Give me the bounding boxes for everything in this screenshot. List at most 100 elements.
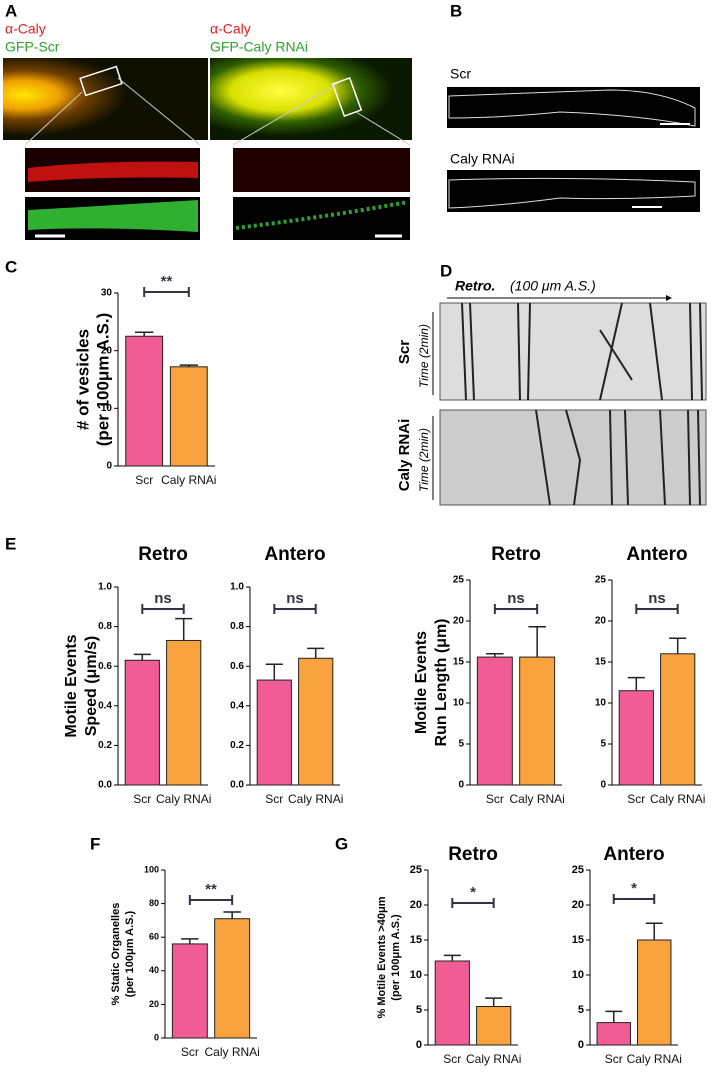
y-tick-label: 5 [600,739,606,750]
error-bar [223,911,241,919]
x-tick-label: Scr [133,792,152,806]
y-tick-label: 0.8 [98,621,112,632]
y-tick-label: 0 [578,1039,584,1051]
bar [519,656,556,786]
panel-letter: B [450,1,462,20]
y-axis-label: # of vesicles [73,329,92,430]
kymograph-track [461,302,703,401]
y-axis-label: % Static Organelles [110,903,122,1006]
y-axis-label: Motile Events [63,634,80,737]
y-tick-label: 25 [595,575,607,586]
x-tick-label: Caly RNAi [161,473,217,487]
neurite [235,200,409,230]
y-tick-label: 10 [410,969,422,981]
y-axis-label: % Motile Events >40μm [376,896,388,1018]
bar [214,918,251,1039]
panel-letter: C [5,257,17,276]
y-tick-label: 0.0 [98,780,112,791]
y-tick-label: 30 [101,288,113,299]
bar [618,690,654,786]
neurite [28,200,198,232]
y-tick-label: 5 [416,1004,422,1016]
stain-label: α-Caly [5,21,46,37]
y-tick-label: 25 [453,575,465,586]
time-label: Time (2min) [417,324,431,388]
significance-label: ns [648,590,666,607]
error-bar [307,647,325,659]
bar [298,657,334,786]
chart-title: Antero [264,544,325,565]
condition-label: Scr [396,340,413,364]
arrowhead [666,295,672,301]
y-tick-label: 0.4 [230,700,244,711]
error-bar [181,938,199,944]
error-bar [669,637,687,654]
zoom-box [79,65,123,97]
bar [476,656,513,786]
y-tick-label: 0 [416,1039,422,1051]
y-tick-label: 0.4 [98,700,112,711]
x-tick-label: Caly RNAi [156,792,212,806]
y-tick-label: 0.2 [98,740,112,751]
kymograph [439,302,707,401]
stain-label: α-Caly [210,21,251,37]
error-bar [265,663,283,681]
error-bar [605,1010,623,1023]
direction-label: Retro. [455,278,495,294]
x-tick-label: Caly RNAi [204,1045,260,1059]
gfp-label: GFP-Caly RNAi [210,39,308,55]
y-axis-label: Speed (μm/s) [83,636,100,736]
time-label: Time (2min) [417,428,431,492]
significance-label: ** [205,881,217,898]
y-tick-label: 15 [410,934,422,946]
error-bar [133,653,151,661]
significance-label: ns [154,590,172,607]
y-tick-label: 25 [410,864,422,876]
bar [166,639,202,786]
y-tick-label: 0.2 [230,740,244,751]
bar [169,366,208,467]
y-tick-label: 0.6 [98,661,112,672]
error-bar [175,617,193,641]
chart-title: Retro [448,844,498,865]
y-tick-label: 10 [101,403,113,414]
error-bar [443,954,461,961]
y-tick-label: 20 [101,345,113,356]
y-tick-label: 0 [458,780,464,791]
micrograph [233,197,410,240]
y-tick-label: 20 [453,616,465,627]
y-tick-label: 5 [458,739,464,750]
micrograph [447,170,700,212]
x-tick-label: Caly RNAi [650,792,706,806]
x-tick-label: Scr [627,792,646,806]
y-axis-label: Run Length (μm) [433,619,450,747]
y-tick-label: 0 [106,461,112,472]
y-tick-label: 0.6 [230,661,244,672]
y-tick-label: 40 [149,965,159,975]
y-tick-label: 15 [595,657,607,668]
significance-label: * [470,884,476,901]
error-bar [485,997,503,1007]
chart-title: Retro [138,544,188,565]
y-tick-label: 0 [154,1032,159,1042]
x-tick-label: Caly RNAi [509,792,565,806]
bar [596,1022,631,1046]
y-axis-label: (per 100μm A.S.) [124,910,136,997]
micrograph [233,148,410,192]
y-tick-label: 20 [410,899,422,911]
y-tick-label: 0.0 [230,780,244,791]
zoom-box [331,76,363,118]
condition-label: Caly RNAi [396,419,413,492]
kymograph [439,409,707,506]
y-tick-label: 1.0 [230,582,244,593]
bar [660,653,696,786]
y-tick-label: 0.8 [230,621,244,632]
x-tick-label: Scr [265,792,284,806]
x-tick-label: Scr [604,1052,623,1066]
error-bar [486,653,504,658]
scale-label: (100 μm A.S.) [510,278,596,294]
x-tick-label: Scr [443,1052,462,1066]
bar [125,335,164,467]
error-bar [528,625,546,658]
